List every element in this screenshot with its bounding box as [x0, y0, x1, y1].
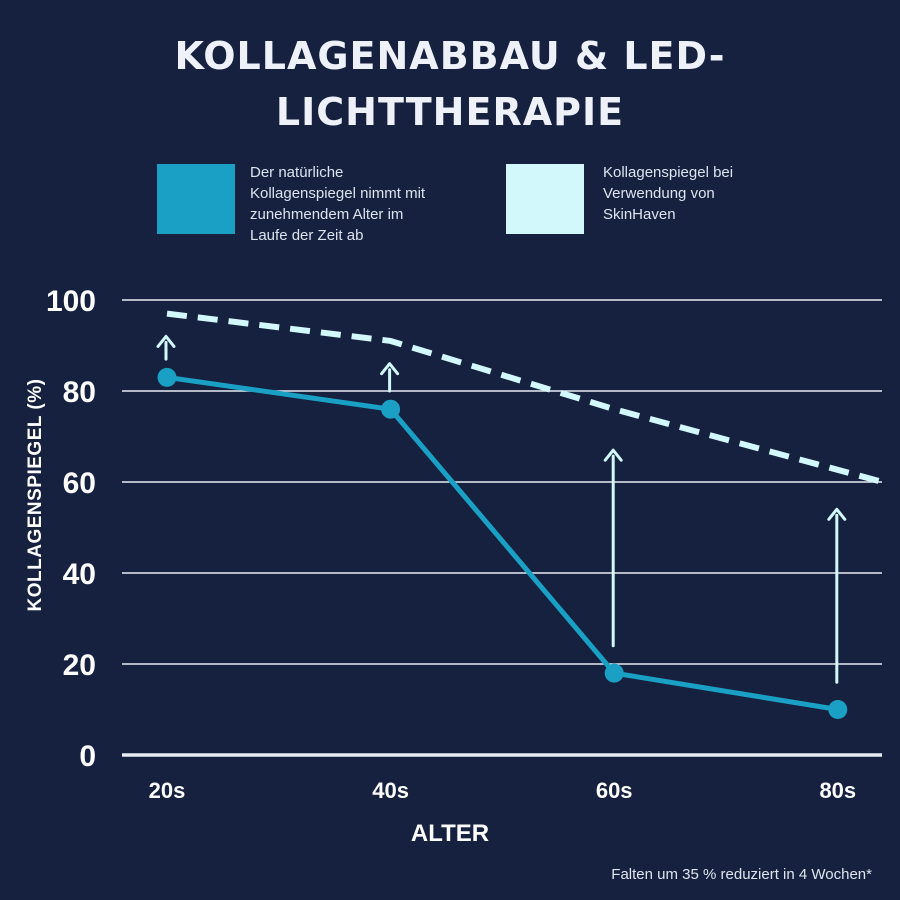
y-tick-label-40: 40 [63, 558, 96, 591]
legend-skinhaven-line-1: Kollagenspiegel bei [603, 164, 734, 181]
legend-swatch-skinhaven [506, 164, 584, 234]
arrow-head-80s [827, 507, 847, 521]
data-point-natural-20s [157, 367, 177, 387]
chart-title-line-1: KOLLAGENABBAU & LED- [174, 34, 726, 78]
data-point-natural-60s [604, 663, 624, 683]
chart-title-line-2: LICHTTHERAPIE [275, 90, 625, 134]
legend-skinhaven-line-2: Verwendung von [603, 185, 715, 202]
legend-label-skinhaven: Kollagenspiegel bei Verwendung von SkinH… [603, 162, 843, 225]
arrow-head-60s [603, 448, 623, 462]
legend-skinhaven-line-3: SkinHaven [603, 206, 676, 223]
x-tick-label-20s: 20s [149, 778, 186, 803]
y-tick-label-80: 80 [63, 376, 96, 409]
legend-label-natural: Der natürliche Kollagenspiegel nimmt mit… [250, 162, 490, 246]
x-axis-label: ALTER [410, 820, 490, 847]
series-line-natural [166, 374, 839, 712]
arrow-head-20s [156, 334, 176, 348]
series-line-skinhaven [166, 310, 884, 485]
y-axis-label: KOLLAGENSPIEGEL (%) [25, 378, 46, 612]
footnote: Falten um 35 % reduziert in 4 Wochen* [611, 866, 872, 883]
x-tick-label-40s: 40s [372, 778, 409, 803]
y-tick-label-0: 0 [79, 740, 96, 773]
x-tick-label-60s: 60s [596, 778, 633, 803]
legend-natural-line-3: zunehmendem Alter im [250, 206, 404, 223]
chart-title: KOLLAGENABBAU & LED- LICHTTHERAPIE [0, 28, 900, 140]
legend-swatch-natural [157, 164, 235, 234]
legend-natural-line-1: Der natürliche [250, 164, 344, 181]
data-point-natural-40s [381, 399, 401, 419]
legend-natural-line-4: Laufe der Zeit ab [250, 227, 364, 244]
y-tick-label-20: 20 [63, 649, 96, 682]
legend-natural-line-2: Kollagenspiegel nimmt mit [250, 185, 426, 202]
arrow-head-40s [380, 362, 400, 376]
x-tick-label-80s: 80s [819, 778, 856, 803]
data-point-natural-80s [828, 700, 848, 719]
y-tick-label-100: 100 [46, 285, 96, 318]
y-tick-label-60: 60 [63, 467, 96, 500]
